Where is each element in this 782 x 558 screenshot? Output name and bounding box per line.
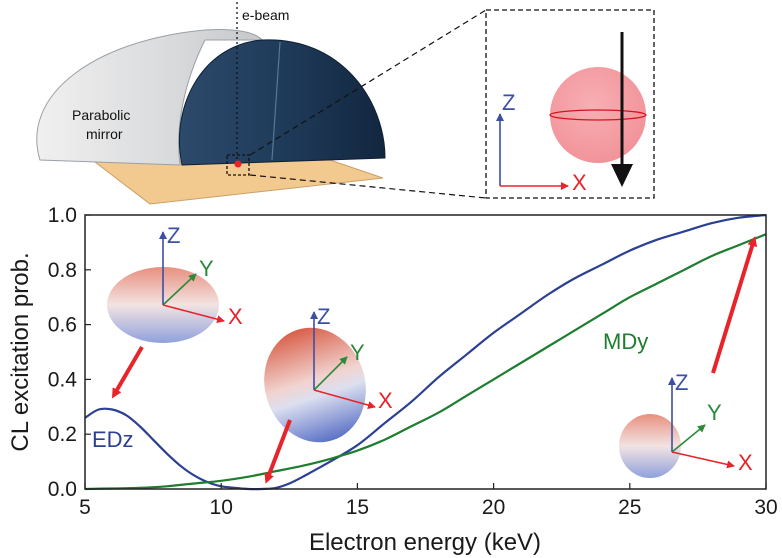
series-label-mdy: MDy bbox=[603, 329, 648, 354]
inset-ebeam-arrowhead bbox=[611, 164, 633, 187]
x-tick-label: 20 bbox=[482, 496, 505, 519]
orient-z-label-2: Z bbox=[317, 304, 330, 329]
orient-axis-x-3 bbox=[671, 451, 735, 469]
x-tick-label: 10 bbox=[210, 496, 233, 519]
y-tick-label: 0.4 bbox=[48, 368, 78, 391]
y-tick-label: 0.0 bbox=[48, 478, 77, 501]
dipole-shape-mdy bbox=[619, 414, 681, 478]
orient-z-label-3: Z bbox=[675, 370, 688, 395]
schematic: Parabolic mirror e-beam Z X bbox=[36, 2, 655, 205]
x-ticks: 5 10 15 20 25 30 bbox=[79, 483, 778, 519]
orient-x-label-3: X bbox=[738, 450, 753, 475]
zoom-line-top bbox=[249, 9, 487, 156]
parabolic-mirror-outer bbox=[36, 29, 264, 166]
series-label-edz: EDz bbox=[92, 427, 134, 452]
mirror-seam bbox=[271, 41, 281, 161]
particle-dot bbox=[234, 160, 242, 168]
mirror-label-line2: mirror bbox=[86, 126, 123, 142]
orient-z-label-1: Z bbox=[167, 223, 180, 248]
inset-axis-z-label: Z bbox=[502, 90, 515, 115]
orient-axis-x-2 bbox=[313, 389, 376, 409]
y-tick-label: 0.6 bbox=[48, 314, 77, 337]
y-tick-label: 1.0 bbox=[48, 204, 77, 227]
x-tick-label: 25 bbox=[618, 496, 641, 519]
orient-x-label-1: X bbox=[228, 304, 243, 329]
ebeam-label: e-beam bbox=[242, 7, 289, 23]
pointer-arrow-edz bbox=[111, 345, 144, 399]
chart: 5 10 15 20 25 30 0.0 0.2 0.4 0.6 0.8 1.0 Electron … bbox=[7, 204, 778, 556]
orient-y-label-3: Y bbox=[707, 400, 722, 425]
dipole-pattern-mdy: Z Y X bbox=[619, 370, 753, 478]
orient-axis-y-2 bbox=[313, 356, 348, 391]
pointer-arrow-middle bbox=[264, 419, 292, 484]
x-tick-label: 15 bbox=[346, 496, 369, 519]
parabolic-mirror-inner bbox=[178, 39, 386, 166]
orient-y-label-1: Y bbox=[199, 256, 214, 281]
plot-frame bbox=[84, 214, 767, 490]
orient-axis-y-1 bbox=[162, 273, 197, 306]
orient-axis-y-3 bbox=[671, 424, 706, 453]
inset-sphere bbox=[550, 67, 646, 163]
dipole-pattern-edz: Z Y X bbox=[107, 223, 243, 343]
dipole-shape-middle bbox=[264, 327, 366, 443]
orient-y-label-2: Y bbox=[350, 340, 365, 365]
series-line-edz bbox=[84, 213, 767, 491]
pointer-arrow-mdy bbox=[711, 236, 758, 374]
inset-sphere-equator bbox=[549, 109, 647, 121]
dipole-pattern-middle: Z Y X bbox=[264, 304, 393, 443]
series-line-mdy bbox=[84, 233, 767, 491]
chart-series bbox=[84, 213, 767, 491]
inset-axis-x-label: X bbox=[572, 170, 587, 195]
y-tick-label: 0.8 bbox=[48, 259, 77, 282]
orient-x-label-2: X bbox=[378, 388, 393, 413]
orient-axis-x-1 bbox=[162, 304, 225, 324]
zoom-region-box bbox=[226, 154, 250, 176]
y-tick-label: 0.2 bbox=[48, 423, 77, 446]
x-tick-label: 30 bbox=[754, 496, 777, 519]
x-tick-label: 5 bbox=[79, 496, 91, 519]
y-axis-title: CL excitation prob. bbox=[7, 252, 34, 451]
x-axis-title: Electron energy (keV) bbox=[309, 529, 541, 556]
y-ticks: 0.0 0.2 0.4 0.6 0.8 1.0 bbox=[48, 204, 91, 501]
mirror-label-line1: Parabolic bbox=[72, 107, 130, 123]
